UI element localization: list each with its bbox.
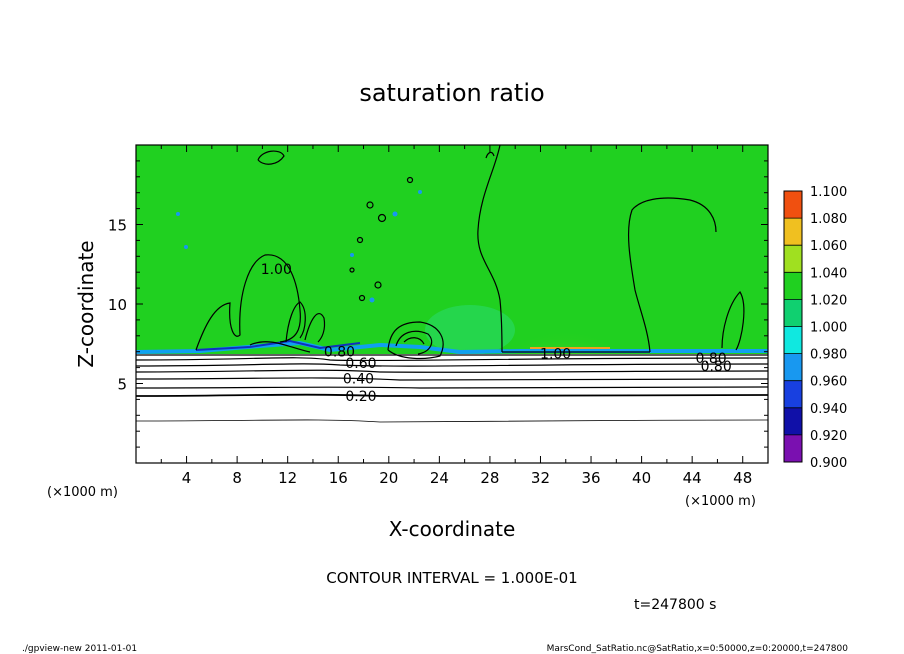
colorbar-label: 0.940 bbox=[810, 402, 847, 417]
contour-label: 0.40 bbox=[343, 372, 374, 388]
contour-line bbox=[304, 312, 326, 343]
x-axis-label: X-coordinate bbox=[389, 517, 516, 541]
contour-label: 1.00 bbox=[540, 346, 571, 362]
contour-line bbox=[136, 377, 768, 381]
droplet-speck bbox=[418, 190, 422, 194]
contour-line bbox=[406, 176, 414, 184]
x-tick-label: 40 bbox=[632, 469, 651, 487]
contour-line bbox=[477, 145, 503, 353]
x-tick-label: 28 bbox=[480, 469, 499, 487]
droplet-speck bbox=[176, 212, 180, 216]
x-axis-unit-left: (×1000 m) bbox=[47, 485, 118, 500]
colorbar-swatch bbox=[784, 353, 802, 381]
contour-line bbox=[627, 197, 717, 353]
x-tick-label: 32 bbox=[531, 469, 550, 487]
droplet-speck bbox=[369, 297, 375, 303]
contour-line bbox=[136, 386, 768, 389]
colorbar-swatch bbox=[784, 272, 802, 300]
x-tick-label: 20 bbox=[379, 469, 398, 487]
droplet-speck bbox=[392, 211, 398, 217]
x-tick-label: 12 bbox=[278, 469, 297, 487]
colorbar-label: 0.900 bbox=[810, 456, 847, 471]
colorbar-label: 1.000 bbox=[810, 321, 847, 336]
contour-line bbox=[485, 151, 495, 159]
contour-line bbox=[136, 419, 768, 423]
droplet-speck bbox=[184, 245, 188, 249]
contour-line bbox=[356, 236, 364, 244]
contour-line bbox=[377, 213, 387, 223]
colorbar-label: 0.980 bbox=[810, 348, 847, 363]
x-tick-label: 24 bbox=[430, 469, 449, 487]
contour-labels: 1.000.800.600.400.201.00 0.800.80 bbox=[261, 262, 732, 405]
x-axis-unit-right: (×1000 m) bbox=[685, 494, 756, 509]
y-tick-label: 10 bbox=[108, 296, 127, 314]
colorbar-label: 1.020 bbox=[810, 293, 847, 308]
contour-lines bbox=[136, 145, 768, 423]
y-axis: 5 10 15 bbox=[108, 160, 768, 448]
x-tick-label: 8 bbox=[232, 469, 242, 487]
contour-line bbox=[358, 294, 366, 302]
y-tick-label: 15 bbox=[108, 217, 127, 235]
contour-label: 0.80 bbox=[701, 359, 732, 375]
dry-layer bbox=[136, 354, 768, 463]
contour-label: 0.80 bbox=[324, 345, 355, 361]
y-tick-label: 5 bbox=[117, 376, 127, 394]
contour-line bbox=[136, 357, 768, 362]
contour-line bbox=[249, 341, 311, 353]
x-tick-label: 48 bbox=[733, 469, 752, 487]
contour-line bbox=[257, 150, 285, 165]
cloud-base-band-dark bbox=[195, 339, 361, 351]
contour-line bbox=[374, 281, 382, 289]
colorbar: 0.900 0.920 0.940 0.960 0.980 1.000 1.020 1.040… bbox=[783, 185, 847, 471]
subsaturated-patch bbox=[425, 305, 515, 355]
chart-title: saturation ratio bbox=[359, 79, 544, 107]
x-tick-label: 4 bbox=[182, 469, 192, 487]
contour-label: 0.20 bbox=[345, 389, 376, 405]
contour-label: 0.80 bbox=[696, 351, 727, 367]
colorbar-swatch bbox=[784, 326, 802, 354]
contour-line bbox=[721, 291, 745, 351]
droplet-speck bbox=[350, 253, 354, 257]
contour-label: 0.60 bbox=[345, 356, 376, 372]
colorbar-swatch bbox=[784, 191, 802, 219]
cloud-base-orange bbox=[530, 347, 610, 351]
colorbar-label: 1.080 bbox=[810, 212, 847, 227]
colorbar-label: 1.040 bbox=[810, 266, 847, 281]
x-tick-label: 44 bbox=[683, 469, 702, 487]
contour-line bbox=[136, 369, 768, 373]
droplet-specks bbox=[176, 190, 422, 303]
colorbar-swatch bbox=[784, 299, 802, 327]
contour-label: 1.00 bbox=[261, 262, 292, 278]
contour-line bbox=[195, 254, 301, 351]
colorbar-swatch bbox=[784, 407, 802, 435]
plot-area: 1.000.800.600.400.201.00 0.800.80 bbox=[136, 145, 768, 463]
contour-line bbox=[136, 363, 768, 367]
contour-line bbox=[136, 393, 768, 397]
x-tick-label: 36 bbox=[581, 469, 600, 487]
footer-right: MarsCond_SatRatio.nc@SatRatio,x=0:50000,… bbox=[547, 644, 849, 654]
contour-interval-text: CONTOUR INTERVAL = 1.000E-01 bbox=[326, 569, 577, 587]
colorbar-swatch bbox=[784, 245, 802, 273]
colorbar-label: 0.920 bbox=[810, 429, 847, 444]
x-axis: 4 8 12 16 20 24 28 32 36 40 44 48 bbox=[160, 145, 752, 487]
contour-line bbox=[395, 330, 433, 355]
contour-line bbox=[285, 301, 306, 343]
colorbar-label: 1.060 bbox=[810, 239, 847, 254]
contour-line bbox=[349, 267, 355, 273]
colorbar-swatch bbox=[784, 218, 802, 246]
contour-line bbox=[403, 337, 425, 345]
contour-line bbox=[387, 321, 444, 360]
colorbar-label: 0.960 bbox=[810, 375, 847, 390]
time-stamp: t=247800 s bbox=[634, 597, 716, 613]
footer-left: ./gpview-new 2011-01-01 bbox=[22, 644, 137, 654]
y-axis-label: Z-coordinate bbox=[74, 240, 98, 367]
colorbar-swatch bbox=[784, 380, 802, 408]
colorbar-label: 1.100 bbox=[810, 185, 847, 200]
contour-line bbox=[366, 201, 374, 209]
colorbar-swatch bbox=[784, 434, 802, 462]
x-tick-label: 16 bbox=[329, 469, 348, 487]
